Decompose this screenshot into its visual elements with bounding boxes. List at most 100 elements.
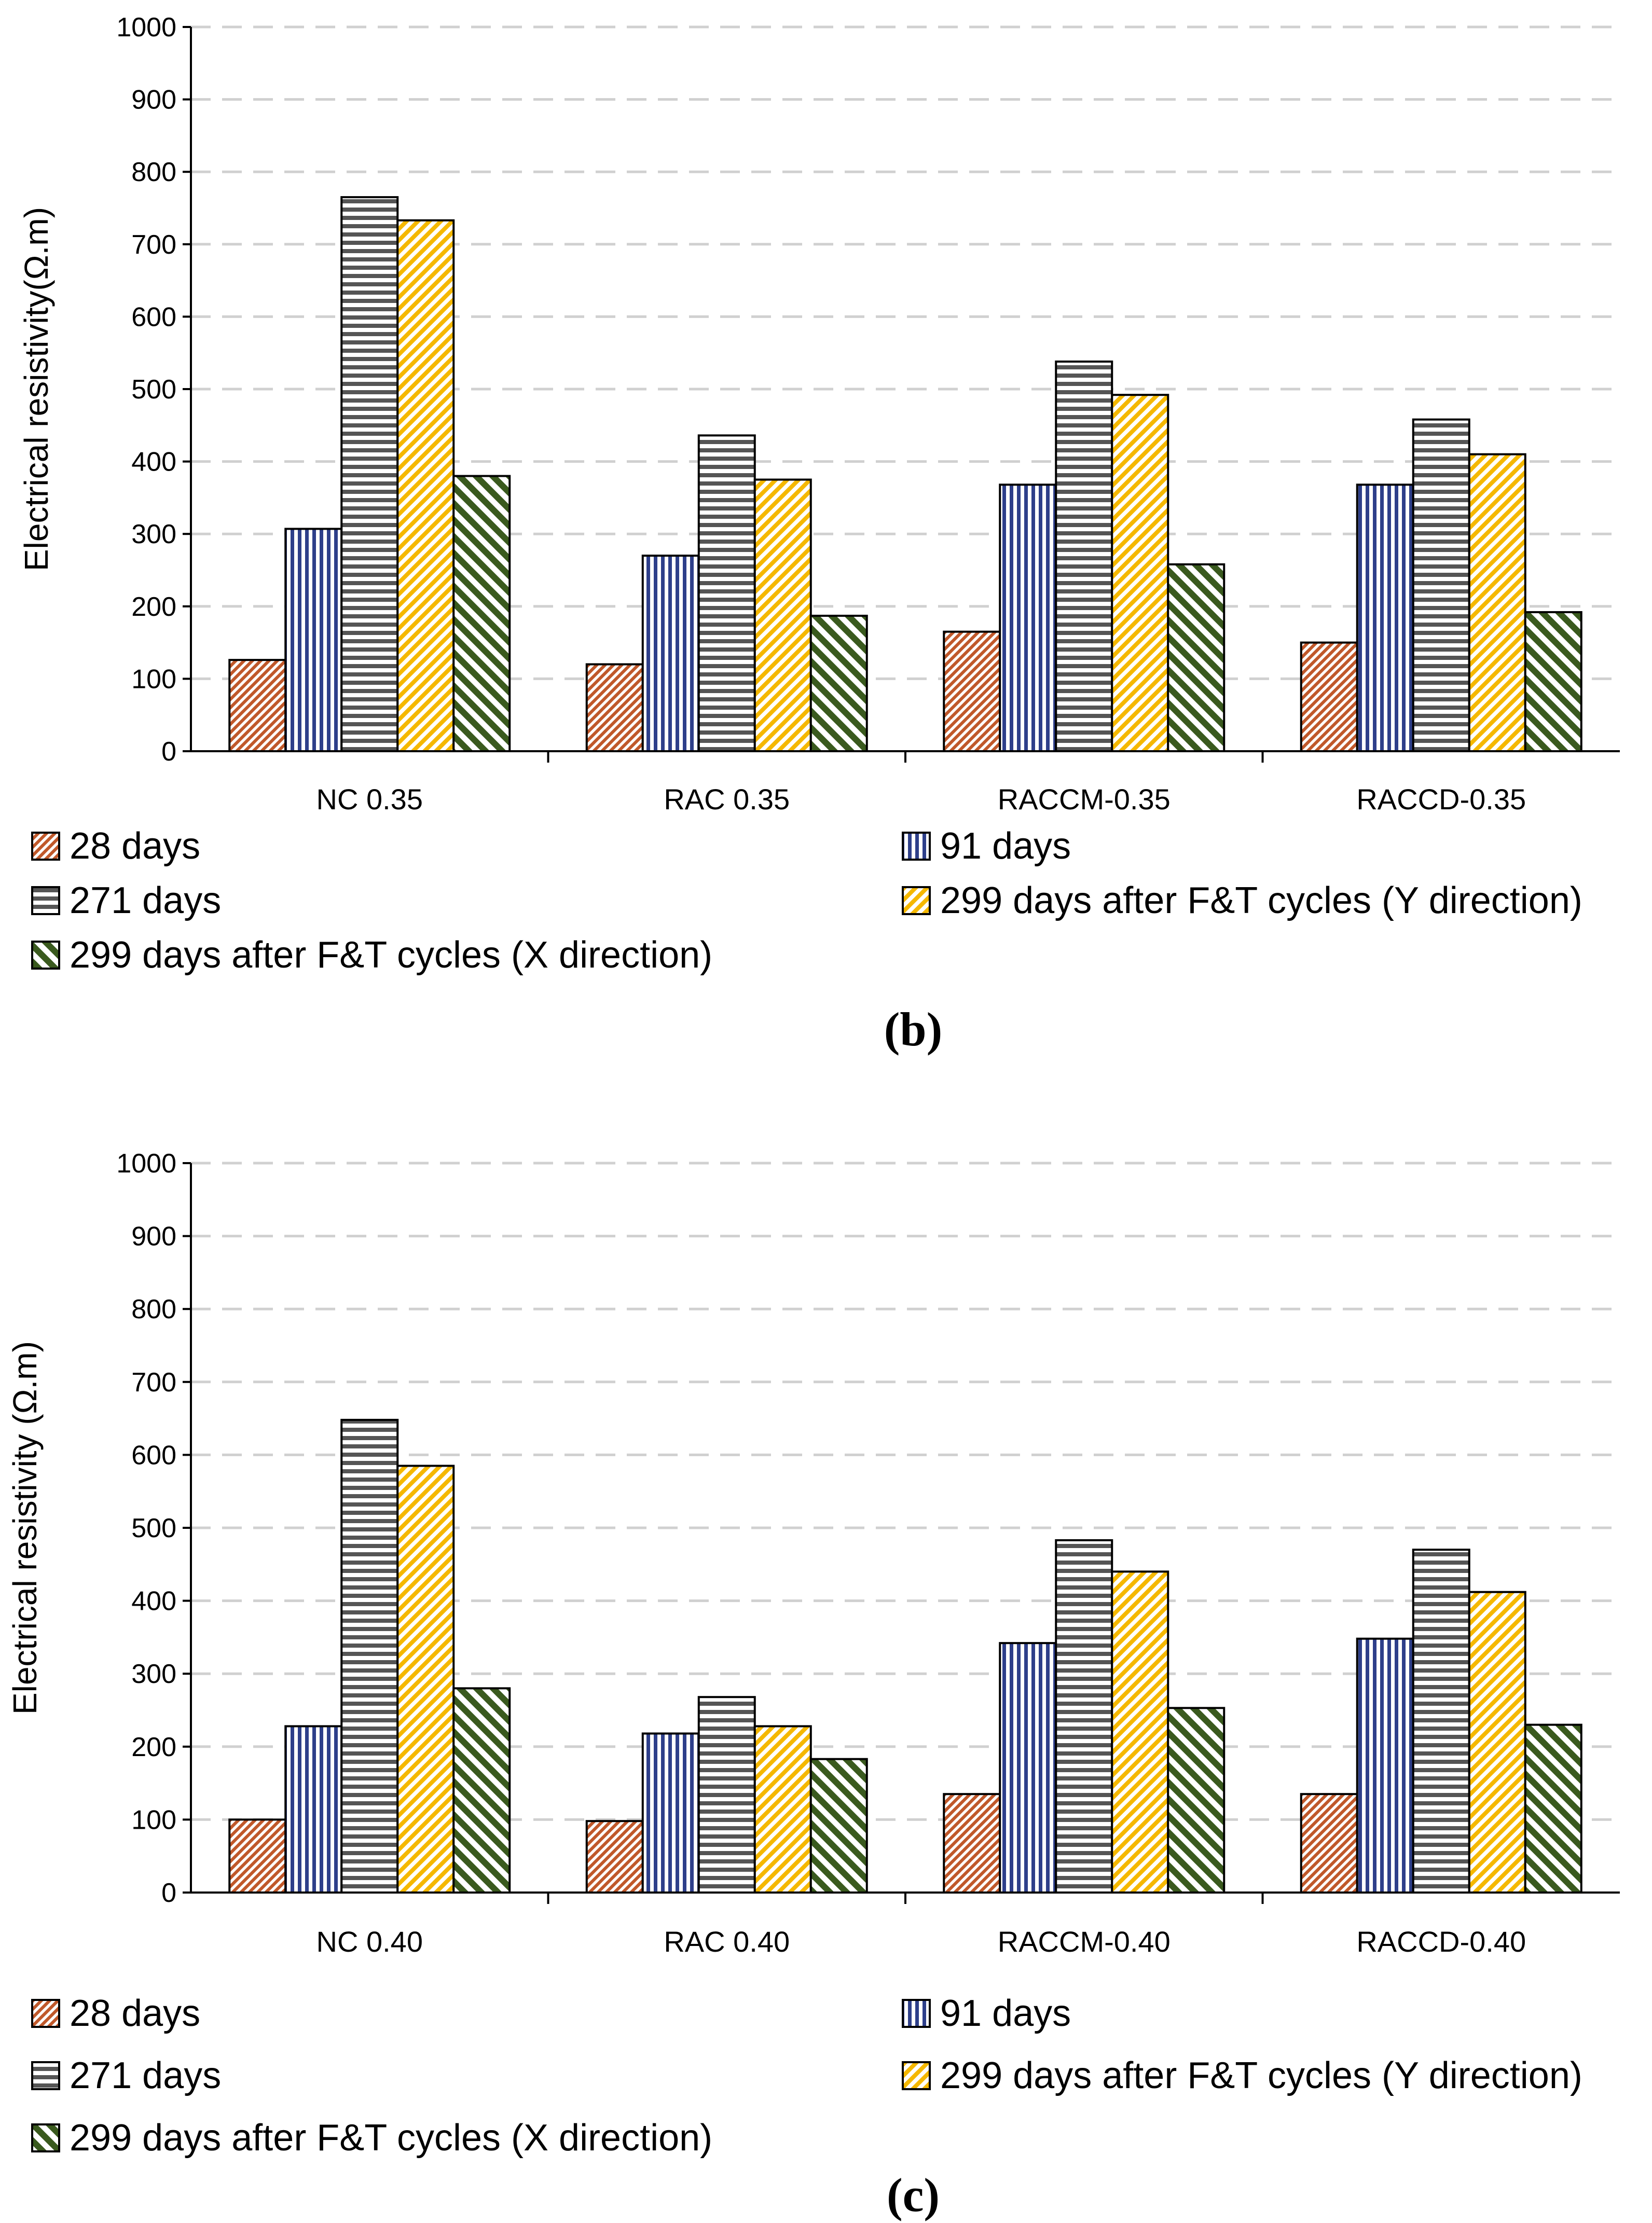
category-label: RACCD-0.35 — [1356, 783, 1526, 816]
bar-299-days-x-nc-0-40 — [452, 1687, 511, 1894]
y-tick-label: 1000 — [116, 12, 176, 43]
y-tick-label: 300 — [131, 519, 176, 549]
legend-swatch — [902, 832, 931, 861]
legend-label: 299 days after F&T cycles (X direction) — [70, 2117, 712, 2159]
bar-91-days-rac-0-40 — [641, 1732, 700, 1894]
bar-299-days-y-raccd-0-40 — [1468, 1591, 1526, 1894]
category-label: RACCD-0.40 — [1356, 1925, 1526, 1958]
y-tick-label: 300 — [131, 1659, 176, 1689]
bar-91-days-rac-0-35 — [641, 555, 700, 752]
legend-item-28-days: 28 days — [31, 825, 200, 867]
y-tick-label: 0 — [161, 737, 176, 767]
y-tick-label: 1000 — [116, 1149, 176, 1179]
y-axis-label: Electrical resistivity(Ω.m) — [18, 207, 55, 571]
legend-label: 91 days — [940, 825, 1071, 867]
bar-299-days-x-raccd-0-35 — [1524, 611, 1582, 753]
legend-item-271-days: 271 days — [31, 880, 221, 921]
bar-299-days-y-raccd-0-35 — [1468, 453, 1526, 752]
bar-299-days-y-raccm-0-40 — [1111, 1570, 1169, 1894]
y-tick-label: 500 — [131, 1513, 176, 1543]
legend-item-28-days: 28 days — [31, 1993, 200, 2034]
legend-label: 299 days after F&T cycles (Y direction) — [940, 880, 1582, 921]
chart-b: 0 100 200 300 400 500 600 700 800 900 1000 Electric… — [18, 12, 1620, 1056]
bar-299-days-x-raccm-0-35 — [1167, 563, 1226, 753]
bar-299-days-y-raccm-0-35 — [1111, 394, 1169, 752]
panel-label: (c) — [887, 2169, 940, 2221]
legend-swatch — [902, 1999, 931, 2028]
bar-299-days-x-rac-0-40 — [809, 1758, 868, 1894]
legend-swatch — [31, 941, 60, 970]
y-tick-label: 200 — [131, 1732, 176, 1762]
bar-299-days-y-nc-0-40 — [396, 1465, 455, 1894]
legend-label: 28 days — [70, 825, 200, 867]
y-tick-label: 800 — [131, 157, 176, 187]
bar-299-days-x-rac-0-35 — [809, 614, 868, 752]
y-tick-label: 400 — [131, 447, 176, 477]
bar-271-days-raccd-0-35 — [1412, 418, 1470, 752]
legend-swatch — [31, 2123, 60, 2152]
bar-91-days-raccd-0-35 — [1356, 484, 1414, 752]
bar-299-days-y-rac-0-40 — [753, 1725, 812, 1894]
chart-c: 0 100 200 300 400 500 600 700 800 900 1000 Electric… — [6, 1149, 1620, 2221]
category-label: RAC 0.40 — [664, 1925, 790, 1958]
y-tick-label: 900 — [131, 85, 176, 115]
bar-299-days-x-nc-0-35 — [452, 475, 511, 752]
bar-28-days-raccd-0-40 — [1300, 1793, 1358, 1894]
y-tick-label: 600 — [131, 1440, 176, 1470]
y-tick-label: 100 — [131, 664, 176, 694]
bar-271-days-raccm-0-35 — [1055, 360, 1113, 752]
legend-swatch — [31, 2061, 60, 2090]
y-tick-label: 0 — [161, 1878, 176, 1908]
bar-28-days-rac-0-40 — [585, 1820, 644, 1894]
bar-28-days-raccm-0-40 — [943, 1793, 1001, 1894]
legend-item-91-days: 91 days — [902, 1993, 1071, 2034]
legend-swatch — [31, 1999, 60, 2028]
legend-item-299-days-x: 299 days after F&T cycles (X direction) — [31, 2117, 712, 2159]
bar-28-days-rac-0-35 — [585, 663, 644, 752]
bar-91-days-raccm-0-40 — [999, 1642, 1057, 1894]
y-tick-label: 500 — [131, 375, 176, 405]
bar-28-days-nc-0-40 — [228, 1818, 287, 1894]
legend-label: 271 days — [70, 880, 221, 921]
category-label: NC 0.40 — [316, 1925, 423, 1958]
y-tick-label: 600 — [131, 302, 176, 332]
legend-label: 299 days after F&T cycles (X direction) — [70, 934, 712, 976]
bar-299-days-y-rac-0-35 — [753, 478, 812, 752]
legend-swatch — [902, 2061, 931, 2090]
bar-299-days-x-raccm-0-40 — [1167, 1707, 1226, 1894]
bar-299-days-x-raccd-0-40 — [1524, 1723, 1582, 1894]
legend-item-271-days: 271 days — [31, 2055, 221, 2096]
legend-label: 299 days after F&T cycles (Y direction) — [940, 2055, 1582, 2096]
bar-271-days-raccd-0-40 — [1412, 1549, 1470, 1894]
legend-item-299-days-y: 299 days after F&T cycles (Y direction) — [902, 2055, 1582, 2096]
bar-271-days-raccm-0-40 — [1055, 1539, 1113, 1894]
legend-item-299-days-x: 299 days after F&T cycles (X direction) — [31, 934, 712, 976]
category-label: NC 0.35 — [316, 783, 423, 816]
legend-label: 271 days — [70, 2055, 221, 2096]
panel-label: (b) — [884, 1003, 942, 1056]
legend-swatch — [31, 832, 60, 861]
y-tick-label: 400 — [131, 1586, 176, 1617]
y-tick-label: 700 — [131, 1368, 176, 1398]
legend-label: 28 days — [70, 1993, 200, 2034]
legend-item-299-days-y: 299 days after F&T cycles (Y direction) — [902, 880, 1582, 921]
bar-271-days-nc-0-35 — [340, 196, 399, 752]
bar-299-days-y-nc-0-35 — [396, 219, 455, 752]
bar-28-days-raccd-0-35 — [1300, 641, 1358, 752]
bar-271-days-nc-0-40 — [340, 1418, 399, 1894]
y-tick-label: 100 — [131, 1805, 176, 1835]
category-label: RACCM-0.35 — [998, 783, 1171, 816]
bar-91-days-raccm-0-35 — [999, 484, 1057, 752]
legend-swatch — [31, 886, 60, 915]
y-tick-label: 900 — [131, 1222, 176, 1252]
y-tick-label: 200 — [131, 592, 176, 622]
bar-271-days-rac-0-40 — [697, 1696, 756, 1894]
category-label: RACCM-0.40 — [998, 1925, 1171, 1958]
bar-91-days-nc-0-35 — [284, 528, 343, 752]
legend-swatch — [902, 886, 931, 915]
legend-item-91-days: 91 days — [902, 825, 1071, 867]
bar-28-days-raccm-0-35 — [943, 630, 1001, 753]
y-tick-label: 800 — [131, 1294, 176, 1324]
bar-271-days-rac-0-35 — [697, 434, 756, 752]
